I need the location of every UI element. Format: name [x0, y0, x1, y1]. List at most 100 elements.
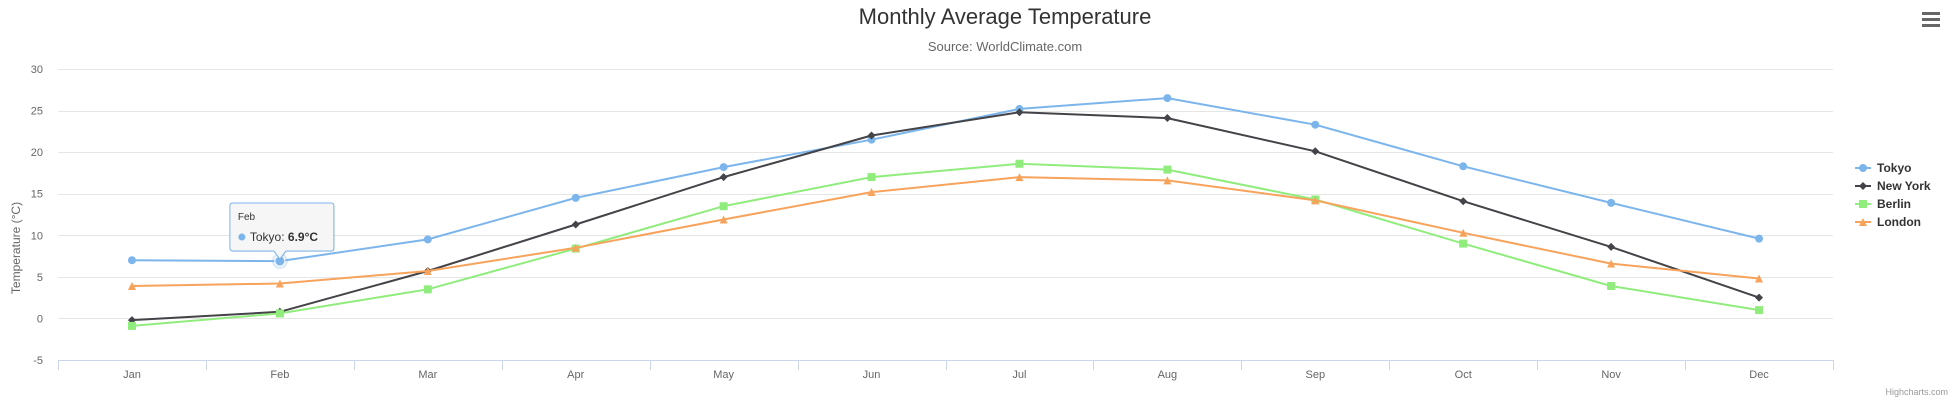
x-tick-label: Jul — [1012, 369, 1026, 381]
data-point-berlin[interactable] — [1163, 165, 1172, 174]
data-point-new-york[interactable] — [571, 220, 580, 229]
data-point-new-york[interactable] — [1163, 114, 1172, 123]
data-point-tokyo[interactable] — [1311, 120, 1320, 129]
data-point-london[interactable] — [1607, 259, 1616, 268]
legend-marker — [1859, 182, 1867, 190]
data-point-new-york[interactable] — [1459, 197, 1468, 206]
tooltip-header: Feb — [238, 212, 256, 223]
data-point-london[interactable] — [1163, 176, 1172, 185]
legend-marker — [1859, 200, 1867, 208]
tooltip-value-line: Tokyo: 6.9°C — [250, 230, 318, 244]
data-point-berlin[interactable] — [127, 321, 136, 330]
legend-item-london[interactable]: London — [1855, 215, 1921, 229]
legend-label: New York — [1877, 179, 1931, 193]
tooltip-series-dot — [238, 233, 246, 241]
data-point-tokyo[interactable] — [1755, 234, 1764, 243]
y-tick-label: 10 — [31, 230, 43, 242]
data-point-new-york[interactable] — [1607, 242, 1616, 251]
legend-label: London — [1877, 215, 1921, 229]
legend-marker — [1859, 164, 1867, 172]
data-point-berlin[interactable] — [275, 309, 284, 318]
legend-item-tokyo[interactable]: Tokyo — [1855, 161, 1911, 175]
x-axis: Jan Feb Mar Apr May Jun Jul Aug Sep Oct Nov Dec — [58, 360, 1834, 381]
x-tick-label: Mar — [418, 369, 437, 381]
data-point-new-york[interactable] — [719, 173, 728, 182]
y-axis-ticks: -5 0 5 10 15 20 25 30 — [31, 64, 43, 367]
data-point-new-york[interactable] — [1311, 147, 1320, 156]
data-point-tokyo[interactable] — [1459, 162, 1468, 171]
data-point-london[interactable] — [571, 243, 580, 252]
x-tick-label: Sep — [1306, 369, 1326, 381]
x-tick-label: Aug — [1158, 369, 1178, 381]
data-point-new-york[interactable] — [1755, 293, 1764, 302]
chart-subtitle: Source: WorldClimate.com — [928, 39, 1082, 54]
y-tick-label: 20 — [31, 147, 43, 159]
data-point-tokyo[interactable] — [127, 256, 136, 265]
data-point-tokyo[interactable] — [1163, 94, 1172, 103]
y-tick-label: 30 — [31, 64, 43, 76]
grid-lines — [58, 69, 1833, 319]
x-tick-label: Nov — [1601, 369, 1621, 381]
data-point-london[interactable] — [1459, 228, 1468, 237]
series-line-berlin — [131, 162, 1760, 327]
y-tick-label: -5 — [33, 355, 43, 367]
y-tick-label: 0 — [37, 313, 43, 325]
x-tick-label: Oct — [1455, 369, 1472, 381]
legend-item-berlin[interactable]: Berlin — [1855, 197, 1911, 211]
data-point-berlin[interactable] — [1459, 239, 1468, 248]
x-tick-label: Dec — [1749, 369, 1769, 381]
x-tick-label: Feb — [270, 369, 289, 381]
x-tick-label: May — [713, 369, 734, 381]
data-point-berlin[interactable] — [1607, 282, 1616, 291]
y-tick-label: 5 — [37, 272, 43, 284]
series-line-london — [131, 176, 1760, 287]
series-london — [127, 173, 1764, 291]
x-tick-label: Apr — [567, 369, 584, 381]
data-point-new-york[interactable] — [1015, 108, 1024, 117]
data-point-london[interactable] — [719, 215, 728, 224]
data-point-tokyo[interactable] — [1607, 198, 1616, 207]
data-point-berlin[interactable] — [719, 202, 728, 211]
data-point-london[interactable] — [867, 188, 876, 197]
data-point-tokyo[interactable] — [719, 163, 728, 172]
tooltip: Feb Tokyo: 6.9°C — [229, 202, 335, 270]
x-tick-label: Jun — [863, 369, 881, 381]
data-point-london[interactable] — [1015, 173, 1024, 182]
data-point-tokyo[interactable] — [867, 135, 876, 144]
tooltip-value: 6.9°C — [288, 230, 318, 244]
legend-item-new-york[interactable]: New York — [1855, 179, 1931, 193]
data-point-berlin[interactable] — [423, 285, 432, 294]
data-point-tokyo[interactable] — [423, 235, 432, 244]
data-point-new-york[interactable] — [867, 131, 876, 140]
legend-label: Berlin — [1877, 197, 1911, 211]
data-point-tokyo[interactable] — [571, 193, 580, 202]
data-point-berlin[interactable] — [1015, 159, 1024, 168]
series-layer — [127, 94, 1764, 330]
series-new-york — [127, 108, 1764, 325]
tooltip-series-name: Tokyo: — [250, 230, 288, 244]
series-line-new-york — [131, 111, 1760, 322]
data-point-london[interactable] — [275, 279, 284, 288]
y-tick-label: 15 — [31, 189, 43, 201]
data-point-london[interactable] — [1755, 274, 1764, 283]
data-point-london[interactable] — [127, 282, 136, 291]
chart-menu-button[interactable] — [1915, 8, 1947, 32]
chart-title: Monthly Average Temperature — [859, 4, 1152, 29]
legend-marker — [1859, 218, 1867, 226]
credits-link[interactable]: Highcharts.com — [1885, 387, 1948, 397]
series-tokyo — [127, 94, 1764, 266]
y-tick-label: 25 — [31, 106, 43, 118]
x-tick-label: Jan — [123, 369, 141, 381]
data-point-london[interactable] — [1311, 196, 1320, 205]
data-point-berlin[interactable] — [1755, 306, 1764, 315]
legend-label: Tokyo — [1877, 161, 1911, 175]
hamburger-menu-icon — [1922, 12, 1940, 27]
data-point-london[interactable] — [423, 267, 432, 276]
data-point-berlin[interactable] — [867, 173, 876, 182]
series-line-tokyo — [131, 97, 1760, 263]
y-axis-title: Temperature (°C) — [9, 202, 23, 294]
legend: Tokyo New York Berlin London — [1855, 161, 1931, 229]
tooltip-box — [229, 202, 335, 260]
